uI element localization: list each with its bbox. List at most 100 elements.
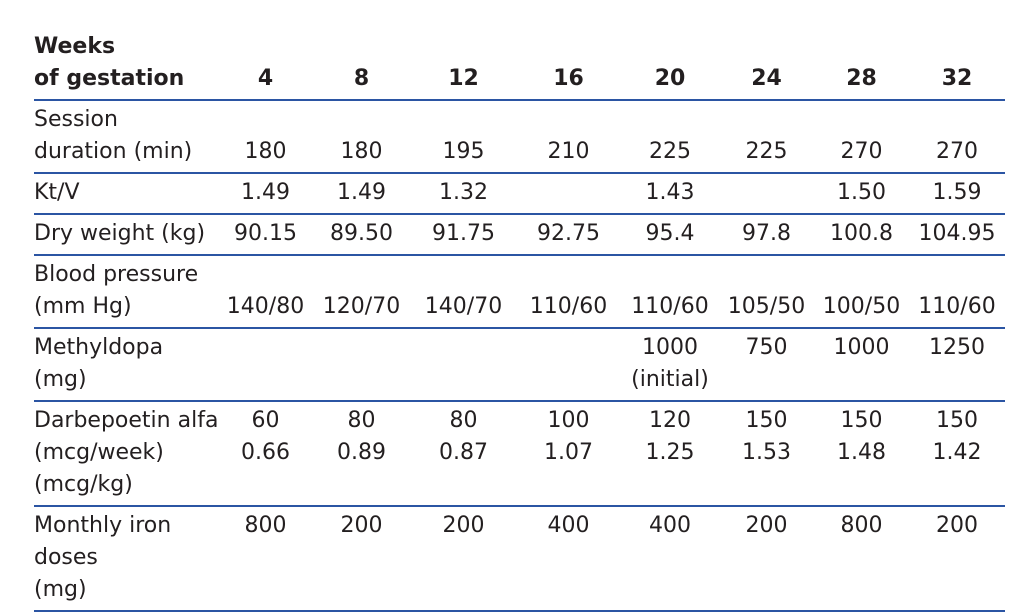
row-label: Blood pressure (mm Hg) [34,255,219,329]
table-cell: 60 0.66 [219,401,312,507]
table-cell: 90.15 [219,214,312,256]
table-cell [516,173,621,215]
text-line: 90.15 [234,221,297,246]
table-cell: 110/60 [909,255,1005,329]
table-cell: 200 [719,506,814,612]
text-line: 1.07 [544,440,593,465]
text-line: 1.53 [742,440,791,465]
text-line: doses [34,545,98,570]
table-row: Session duration (min) 180 180 195 210 225 225 2… [34,100,1005,174]
text-line: (mg) [34,577,87,602]
text-line: Methyldopa [34,335,164,360]
table-cell: 110/60 [516,255,621,329]
table-cell: 270 [814,100,909,174]
text-line: 1.43 [645,180,695,205]
text-line: 1.59 [932,180,982,205]
table-row: Blood pressure (mm Hg) 140/80 120/70 140/70 1… [34,255,1005,329]
table-row: Darbepoetin alfa (mcg/week) (mcg/kg) 60 0.66… [34,401,1005,507]
table-cell: 1000 [814,328,909,402]
table-cell: 1000 (initial) [621,328,719,402]
table-cell: 400 [516,506,621,612]
text-line: 1250 [929,335,985,360]
text-line: 120 [649,408,691,433]
text-line: 225 [745,139,788,164]
table-cell: 270 [909,100,1005,174]
text-line: 200 [340,513,383,538]
table-cell: 150 1.48 [814,401,909,507]
text-line: 120/70 [322,294,401,319]
text-line: 110/60 [631,294,709,319]
table-cell: 800 [814,506,909,612]
text-line: Monthly iron [34,513,172,538]
table-cell: 200 [411,506,516,612]
text-line: (mcg/kg) [34,472,133,497]
text-line: 0.66 [241,440,290,465]
text-line: 180 [340,139,383,164]
text-line: (mg) [34,367,87,392]
text-line: 60 [251,408,280,433]
table-cell: 150 1.42 [909,401,1005,507]
table-cell: 97.8 [719,214,814,256]
table-cell [312,328,411,402]
table-cell: 1.49 [312,173,411,215]
text-line: 750 [745,335,788,360]
table-cell: 100 1.07 [516,401,621,507]
column-header: 24 [719,28,814,101]
text-line: 104.95 [918,221,996,246]
table-cell: 1.32 [411,173,516,215]
text-line: (mcg/week) [34,440,164,465]
text-line: 80 [449,408,478,433]
text-line: 1.49 [241,180,290,205]
text-line: 91.75 [432,221,495,246]
table-cell [516,328,621,402]
row-label: Methyldopa (mg) [34,328,219,402]
text-line: 200 [936,513,978,538]
text-line: 95.4 [645,221,695,246]
table-cell: 104.95 [909,214,1005,256]
table-cell: 400 [621,506,719,612]
table-row: Monthly iron doses (mg) 800 200 200 400 400 200 8… [34,506,1005,612]
row-label: Darbepoetin alfa (mcg/week) (mcg/kg) [34,401,219,507]
table-cell: 92.75 [516,214,621,256]
column-header: 28 [814,28,909,101]
row-label: Kt/V [34,173,219,215]
text-line: Weeks [34,34,116,59]
table-cell: 80 0.89 [312,401,411,507]
data-table: Weeks of gestation 4 8 12 16 20 24 28 32 Session d… [34,28,1005,612]
text-line: 800 [840,513,883,538]
text-line: 89.50 [330,221,393,246]
text-line: 800 [244,513,287,538]
table-cell [719,173,814,215]
table-cell: 105/50 [719,255,814,329]
text-line: 97.8 [742,221,791,246]
column-header: 16 [516,28,621,101]
table-cell: 800 [219,506,312,612]
text-line: 150 [745,408,788,433]
text-line: 200 [442,513,485,538]
text-line: 195 [442,139,485,164]
text-line: 140/70 [424,294,503,319]
row-label: Dry weight (kg) [34,214,219,256]
text-line: Dry weight (kg) [34,221,206,246]
text-line: 80 [347,408,376,433]
text-line: 180 [244,139,287,164]
table-cell: 140/70 [411,255,516,329]
column-header: 20 [621,28,719,101]
text-line: Kt/V [34,180,80,205]
table-cell: 150 1.53 [719,401,814,507]
header-row: Weeks of gestation 4 8 12 16 20 24 28 32 [34,28,1005,101]
table-cell: 180 [312,100,411,174]
table-cell: 180 [219,100,312,174]
table-cell: 750 [719,328,814,402]
table-cell: 200 [909,506,1005,612]
row-label: Session duration (min) [34,100,219,174]
header-label: Weeks of gestation [34,28,219,101]
table-cell: 1.43 [621,173,719,215]
row-label: Monthly iron doses (mg) [34,506,219,612]
table-cell: 1250 [909,328,1005,402]
table-cell: 100/50 [814,255,909,329]
text-line: 100 [547,408,590,433]
text-line: 140/80 [226,294,305,319]
table-cell: 1.50 [814,173,909,215]
